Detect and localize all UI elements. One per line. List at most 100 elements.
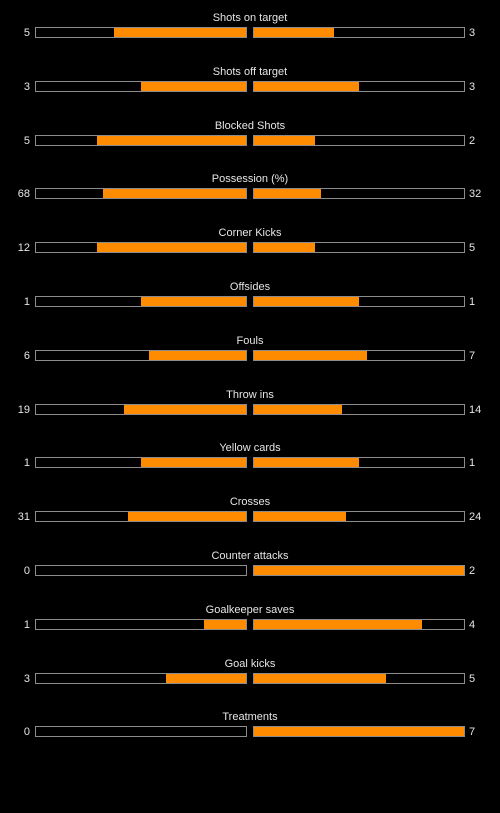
stat-row-goal-kicks: Goal kicks 3 5	[0, 658, 500, 712]
home-value: 1	[23, 457, 30, 470]
stat-label: Yellow cards	[219, 442, 281, 455]
stat-row-fouls: Fouls 6 7	[0, 335, 500, 389]
home-bar	[35, 564, 247, 576]
away-bar-fill	[254, 135, 315, 145]
away-bar	[253, 80, 465, 92]
away-bar	[253, 457, 465, 469]
stat-label: Offsides	[229, 280, 271, 293]
stat-row-goalkeeper-saves: Goalkeeper saves 1 4	[0, 604, 500, 658]
home-bar	[35, 80, 247, 92]
home-bar-fill	[96, 243, 246, 253]
away-value: 1	[469, 295, 476, 308]
home-bar-fill	[204, 619, 246, 629]
away-bar	[253, 511, 465, 523]
home-bar	[35, 403, 247, 415]
stat-label: Throw ins	[226, 388, 274, 401]
away-value: 1	[469, 457, 476, 470]
home-value: 12	[17, 242, 30, 255]
home-bar	[35, 457, 247, 469]
away-bar-fill	[254, 512, 347, 522]
away-value: 5	[469, 672, 476, 685]
home-value: 31	[17, 511, 30, 524]
home-bar	[35, 618, 247, 630]
home-bar	[35, 726, 247, 738]
home-bar	[35, 295, 247, 307]
away-bar-fill	[254, 28, 334, 37]
home-bar	[35, 27, 247, 38]
home-bar	[35, 672, 247, 684]
stat-row-throw-ins: Throw ins 19 14	[0, 389, 500, 443]
home-value: 1	[23, 295, 30, 308]
away-bar-fill	[254, 727, 464, 737]
away-bar-fill	[254, 350, 368, 360]
stat-label: Counter attacks	[211, 549, 289, 562]
away-value: 24	[469, 511, 482, 524]
stat-row-shots-on-target: Shots on target 5 3	[0, 12, 500, 66]
stat-row-corner-kicks: Corner Kicks 12 5	[0, 227, 500, 281]
away-bar-fill	[254, 404, 343, 414]
stat-label: Shots on target	[212, 12, 288, 24]
away-bar	[253, 188, 465, 200]
away-value: 3	[469, 27, 476, 39]
stat-row-treatments: Treatments 0 7	[0, 711, 500, 765]
home-value: 5	[23, 134, 30, 147]
stat-row-possession: Possession (%) 68 32	[0, 173, 500, 227]
away-value: 3	[469, 80, 476, 93]
home-value: 3	[23, 80, 30, 93]
away-bar	[253, 564, 465, 576]
away-bar	[253, 726, 465, 738]
home-bar-fill	[128, 512, 246, 522]
home-bar-fill	[141, 458, 246, 468]
stat-label: Goal kicks	[224, 657, 276, 670]
stat-row-shots-off-target: Shots off target 3 3	[0, 66, 500, 120]
home-bar-fill	[124, 404, 246, 414]
away-bar-fill	[254, 565, 464, 575]
home-bar-fill	[141, 296, 246, 306]
away-value: 5	[469, 242, 476, 255]
home-bar	[35, 511, 247, 523]
stat-label: Goalkeeper saves	[205, 603, 295, 616]
away-bar	[253, 242, 465, 254]
stat-label: Treatments	[222, 711, 278, 724]
away-bar-fill	[254, 189, 322, 199]
home-value: 19	[17, 403, 30, 416]
match-stats-list: Shots on target 5 3 Shots off target 3 3 Block…	[0, 12, 500, 765]
home-value: 1	[23, 618, 30, 631]
stat-label: Corner Kicks	[218, 227, 282, 240]
stat-row-offsides: Offsides 1 1	[0, 281, 500, 335]
away-value: 2	[469, 564, 476, 577]
away-value: 2	[469, 134, 476, 147]
home-bar-fill	[113, 28, 246, 37]
away-bar	[253, 618, 465, 630]
away-value: 14	[469, 403, 482, 416]
home-bar	[35, 242, 247, 254]
home-bar-fill	[96, 135, 246, 145]
home-bar	[35, 188, 247, 200]
stat-label: Fouls	[236, 334, 264, 347]
home-bar	[35, 349, 247, 361]
stat-row-yellow-cards: Yellow cards 1 1	[0, 442, 500, 496]
home-bar-fill	[149, 350, 246, 360]
stat-label: Possession (%)	[211, 173, 289, 186]
away-bar	[253, 349, 465, 361]
away-bar	[253, 134, 465, 146]
home-value: 0	[23, 564, 30, 577]
home-bar-fill	[166, 673, 246, 683]
away-bar-fill	[254, 81, 359, 91]
away-bar-fill	[254, 296, 359, 306]
stat-row-counter-attacks: Counter attacks 0 2	[0, 550, 500, 604]
away-bar-fill	[254, 458, 359, 468]
away-bar-fill	[254, 243, 315, 253]
home-value: 68	[17, 188, 30, 201]
away-bar	[253, 295, 465, 307]
home-value: 0	[23, 726, 30, 739]
stat-label: Crosses	[229, 496, 271, 509]
away-value: 7	[469, 726, 476, 739]
home-bar-fill	[141, 81, 246, 91]
home-value: 6	[23, 349, 30, 362]
stat-row-blocked-shots: Blocked Shots 5 2	[0, 120, 500, 174]
away-value: 7	[469, 349, 476, 362]
stat-row-crosses: Crosses 31 24	[0, 496, 500, 550]
away-value: 4	[469, 618, 476, 631]
home-bar	[35, 134, 247, 146]
